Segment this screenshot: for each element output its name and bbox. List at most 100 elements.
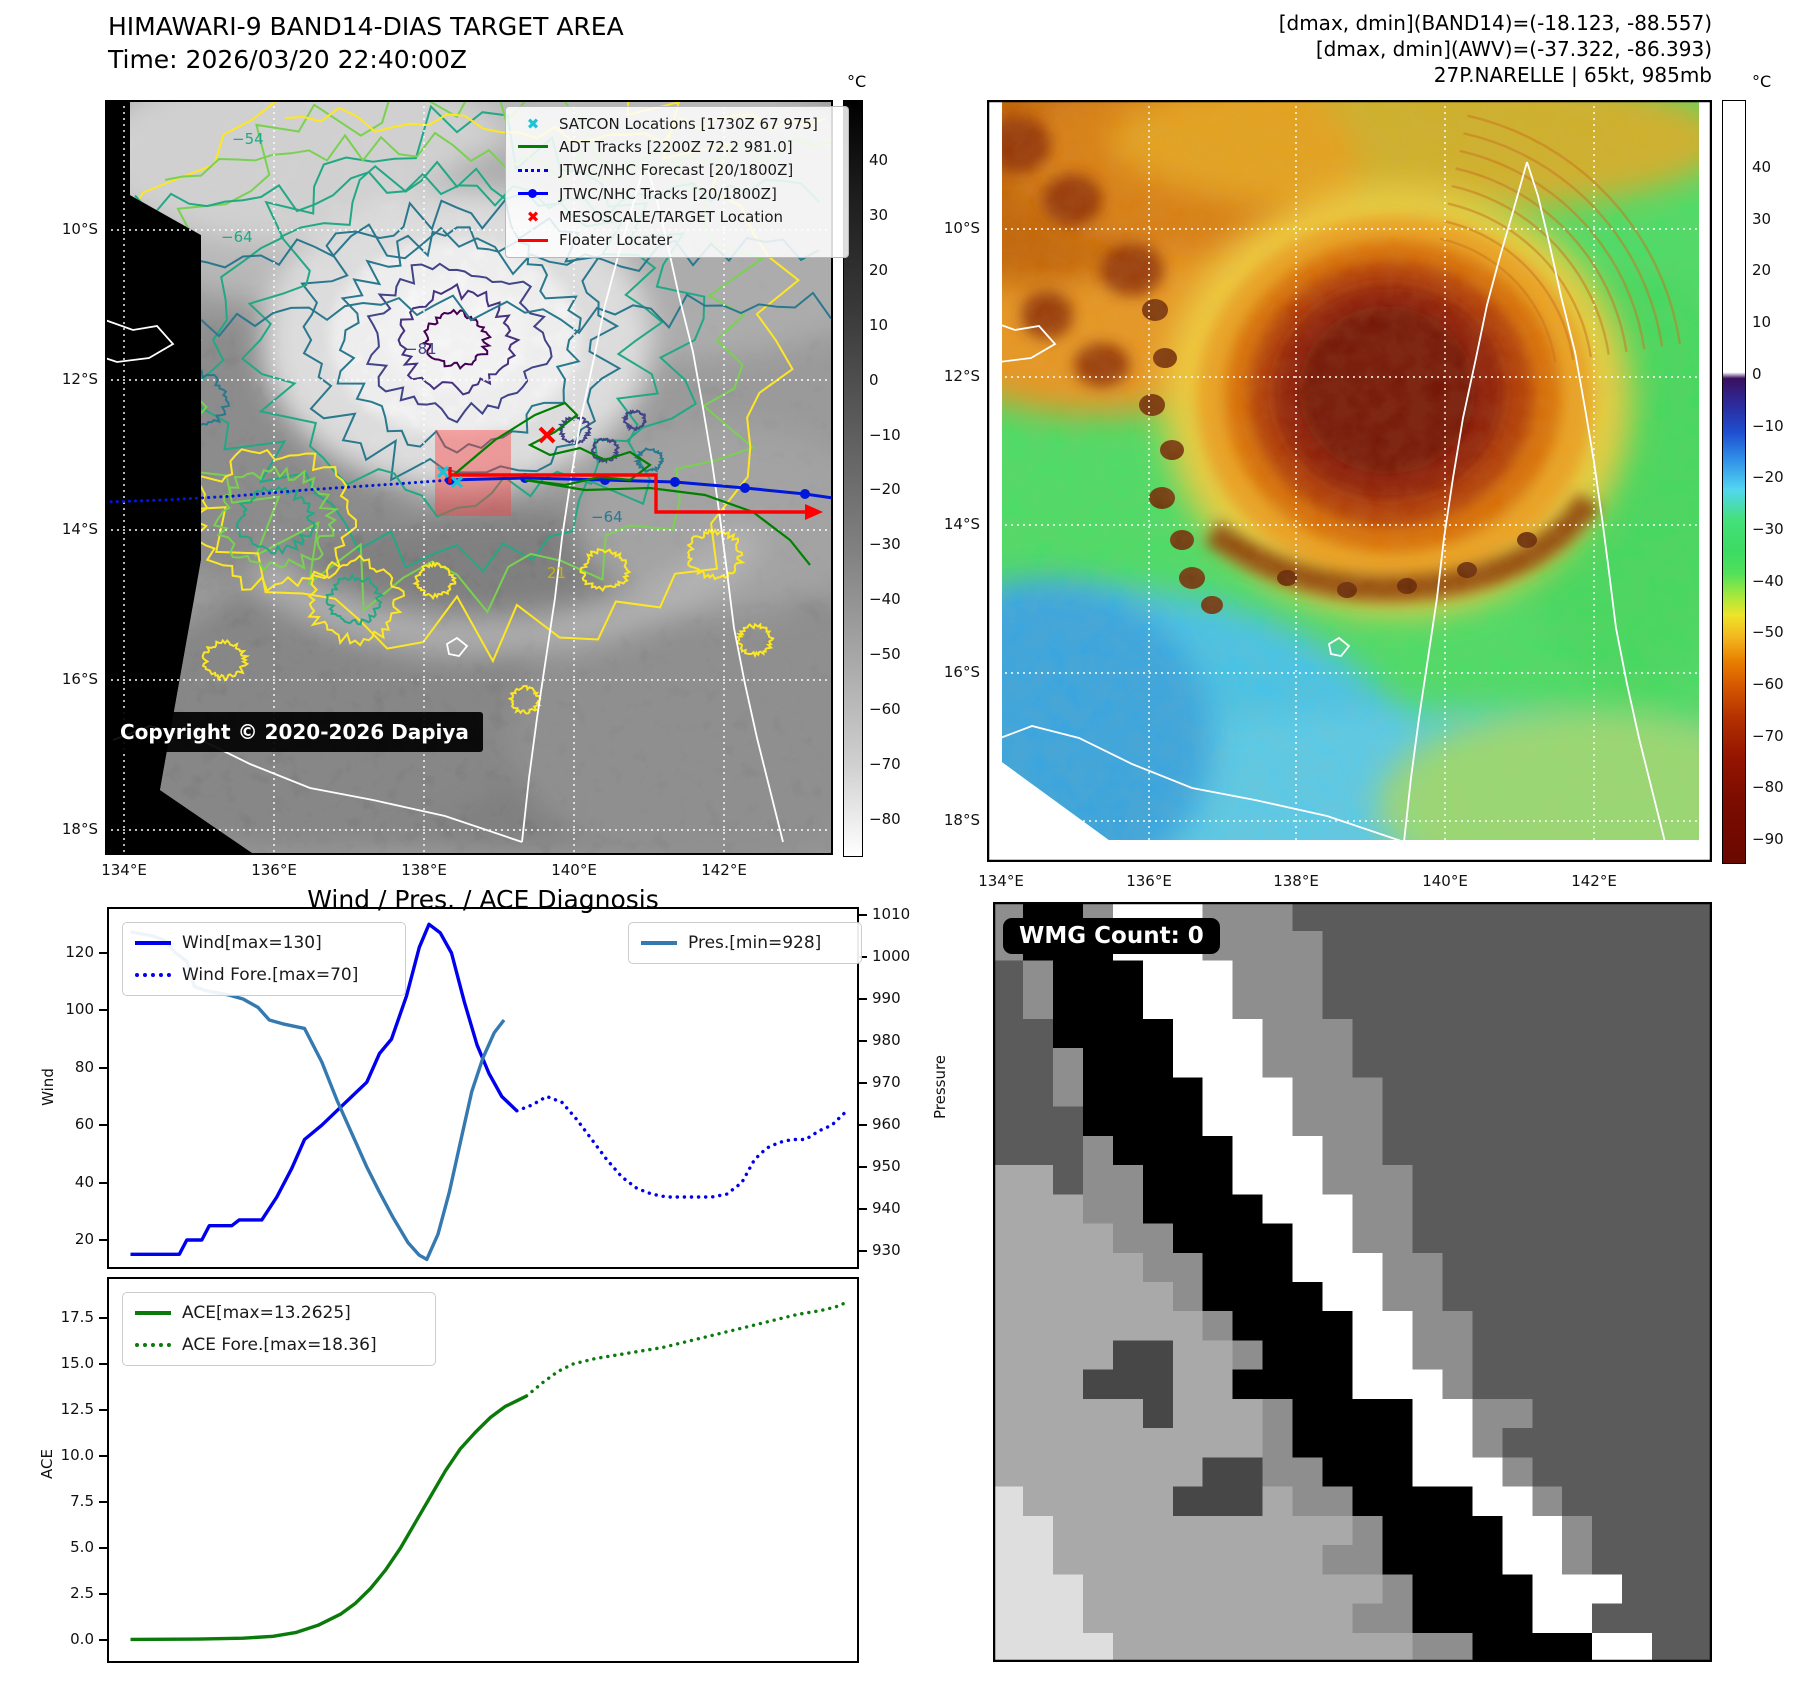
legend-item-label: JTWC/NHC Tracks [20/1800Z] xyxy=(559,184,777,203)
band14-colorbar-tick: −30 xyxy=(869,535,901,554)
wmg-classification-panel xyxy=(993,902,1712,1662)
legend-item: Pres.[min=928] xyxy=(639,929,851,957)
legend-item-label: Wind Fore.[max=70] xyxy=(182,965,359,985)
wmg-pixel-grid xyxy=(993,902,1712,1662)
band14-xtick: 140°E xyxy=(551,861,597,879)
band14-colorbar-tick: −60 xyxy=(869,700,901,718)
pressure-ytick: 990 xyxy=(872,989,901,1007)
awv-xtick: 142°E xyxy=(1571,872,1617,890)
band14-colorbar-tick: 20 xyxy=(869,260,889,279)
awv-ytick: 14°S xyxy=(943,515,980,533)
awv-colorbar-tick: 30 xyxy=(1752,209,1772,228)
ace-ytick: 2.5 xyxy=(70,1584,94,1602)
line-marker-icon xyxy=(516,238,550,242)
ace-ytick: 12.5 xyxy=(60,1400,94,1418)
legend-item: Wind[max=130] xyxy=(133,929,395,957)
legend-item: ACE[max=13.2625] xyxy=(133,1299,425,1327)
awv-colorbar-tick: −90 xyxy=(1752,830,1784,849)
awv-colorbar-tick: −30 xyxy=(1752,519,1784,538)
ace-ytick: 7.5 xyxy=(70,1492,94,1510)
awv-colorbar-tick: −20 xyxy=(1752,468,1784,487)
legend-item: Wind Fore.[max=70] xyxy=(133,961,395,989)
x-marker-icon: ✖ xyxy=(526,114,540,133)
legend-item: JTWC/NHC Forecast [20/1800Z] xyxy=(516,159,838,181)
awv-colorbar-tick: −80 xyxy=(1752,778,1784,797)
wmg-count-badge: WMG Count: 0 xyxy=(1003,918,1220,954)
legend-item: Floater Locater xyxy=(516,229,838,251)
series-ace xyxy=(130,1394,528,1642)
band14-ytick: 12°S xyxy=(61,370,98,388)
pressure-ytick: 1000 xyxy=(872,947,911,965)
awv-colorbar-tick: −70 xyxy=(1752,726,1784,745)
wind-ytick: 100 xyxy=(65,1000,94,1018)
line-marker-icon xyxy=(639,941,679,945)
series-wind xyxy=(130,922,518,1256)
awv-xtick: 140°E xyxy=(1422,872,1468,890)
awv-colorbar-tick: 0 xyxy=(1752,364,1762,383)
band14-ytick: 16°S xyxy=(61,670,98,688)
legend-item: ACE Fore.[max=18.36] xyxy=(133,1331,425,1359)
ace-ytick: 10.0 xyxy=(60,1446,94,1464)
line-marker-icon xyxy=(133,1343,173,1347)
awv-colorbar-tick: −10 xyxy=(1752,416,1784,435)
pink-target-area-box xyxy=(435,430,511,516)
ace-ytick: 5.0 xyxy=(70,1538,94,1556)
jtwc-forecast-track xyxy=(105,478,452,504)
latlon-grid xyxy=(987,100,1712,862)
awv-header-stats: [dmax, dmin](BAND14)=(-18.123, -88.557) … xyxy=(1279,10,1712,88)
jtwc-track xyxy=(445,473,833,500)
series-ace-fore- xyxy=(524,1300,849,1398)
awv-colorbar-unit: °C xyxy=(1752,72,1772,91)
band14-time-subtitle: Time: 2026/03/20 22:40:00Z xyxy=(108,45,467,74)
pressure-ytick: 980 xyxy=(872,1031,901,1049)
legend-item: ADT Tracks [2200Z 72.2 981.0] xyxy=(516,136,838,158)
awv-colorbar-tick: 40 xyxy=(1752,158,1772,176)
awv-ytick: 12°S xyxy=(943,367,980,385)
pressure-ytick: 1010 xyxy=(872,905,911,923)
awv-colorbar-tick: 20 xyxy=(1752,261,1772,280)
wind-ytick: 80 xyxy=(74,1058,94,1076)
band14-colorbar xyxy=(843,100,863,857)
wind-ytick: 120 xyxy=(65,943,94,961)
band14-colorbar-tick: 30 xyxy=(869,205,889,224)
band14-title: HIMAWARI-9 BAND14-DIAS TARGET AREA xyxy=(108,12,624,41)
contour-label: −64 xyxy=(221,228,253,246)
band14-colorbar-tick: 40 xyxy=(869,151,889,169)
floater-locater-track xyxy=(448,467,823,520)
wind-ytick: 60 xyxy=(74,1115,94,1133)
series-wind-fore- xyxy=(515,1094,849,1199)
legend-item-label: Wind[max=130] xyxy=(182,933,322,953)
coastline xyxy=(987,161,1666,843)
legend-item-label: SATCON Locations [1730Z 67 975] xyxy=(559,114,818,133)
awv-ytick: 18°S xyxy=(943,811,980,829)
awv-xtick: 134°E xyxy=(978,872,1024,890)
awv-colorbar-tick: −50 xyxy=(1752,623,1784,642)
awv-colorbar-tick: −60 xyxy=(1752,675,1784,693)
legend-item-label: ACE Fore.[max=18.36] xyxy=(182,1335,377,1355)
wind-legend: Wind[max=130] Wind Fore.[max=70] xyxy=(122,922,406,996)
dmax-dmin-band14: [dmax, dmin](BAND14)=(-18.123, -88.557) xyxy=(1278,11,1712,35)
adt-tracks xyxy=(449,401,811,566)
pressure-ytick: 960 xyxy=(872,1115,901,1133)
legend-item-label: JTWC/NHC Forecast [20/1800Z] xyxy=(559,161,794,180)
pressure-legend: Pres.[min=928] xyxy=(628,922,862,964)
contour-label: −64 xyxy=(591,508,623,526)
ace-legend: ACE[max=13.2625] ACE Fore.[max=18.36] xyxy=(122,1292,436,1366)
legend-item-label: ADT Tracks [2200Z 72.2 981.0] xyxy=(559,137,793,156)
band14-colorbar-unit: °C xyxy=(847,72,867,91)
awv-colorbar xyxy=(1722,100,1746,864)
band14-colorbar-tick: −10 xyxy=(869,425,901,444)
legend-item: ✖ MESOSCALE/TARGET Location xyxy=(516,206,838,228)
legend-item: ✖ SATCON Locations [1730Z 67 975] xyxy=(516,113,838,135)
band14-xtick: 136°E xyxy=(251,861,297,879)
wind-ytick: 40 xyxy=(74,1173,94,1191)
pressure-ytick: 950 xyxy=(872,1157,901,1175)
ace-ytick: 17.5 xyxy=(60,1308,94,1326)
pressure-ytick: 930 xyxy=(872,1241,901,1259)
dmax-dmin-awv: [dmax, dmin](AWV)=(-37.322, -86.393) xyxy=(1315,37,1712,61)
contour-value-labels: −54 −64 −81 −64 21 xyxy=(221,130,623,582)
band14-xtick: 142°E xyxy=(701,861,747,879)
band14-colorbar-tick: −80 xyxy=(869,809,901,828)
band14-xtick: 134°E xyxy=(101,861,147,879)
awv-colorbar-tick: 10 xyxy=(1752,313,1772,332)
